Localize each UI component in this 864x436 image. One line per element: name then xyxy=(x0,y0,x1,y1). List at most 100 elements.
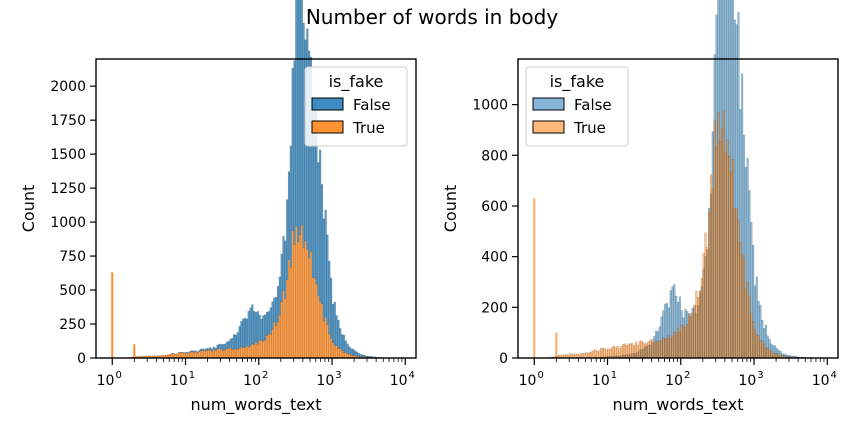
bar xyxy=(688,317,690,358)
bar xyxy=(218,349,220,358)
bar xyxy=(617,346,619,358)
bar xyxy=(717,112,719,358)
bar xyxy=(662,337,664,358)
y-tick-label: 200 xyxy=(481,300,508,316)
x-tick-label: 103 xyxy=(316,370,341,389)
bar xyxy=(701,278,703,358)
x-axis-label: num_words_text xyxy=(190,395,321,415)
bar xyxy=(321,184,323,304)
bar xyxy=(332,304,334,343)
bar xyxy=(727,140,729,358)
bar xyxy=(233,349,235,358)
bar xyxy=(705,233,707,358)
bar xyxy=(319,302,321,358)
y-tick-label: 1000 xyxy=(50,215,86,231)
bar xyxy=(182,353,184,358)
bar xyxy=(769,350,771,358)
bar xyxy=(692,314,694,358)
bar xyxy=(314,278,316,358)
bar xyxy=(316,284,318,358)
bar xyxy=(349,347,351,355)
bar xyxy=(264,315,266,340)
bar xyxy=(330,278,332,338)
bar xyxy=(714,121,716,358)
bar xyxy=(738,220,740,358)
bar xyxy=(224,344,226,350)
x-tick-exponent: 2 xyxy=(262,370,268,381)
x-tick-label: 102 xyxy=(243,370,268,389)
bar xyxy=(725,152,727,358)
bar xyxy=(336,315,338,345)
bar xyxy=(259,340,261,358)
y-tick-label: 1750 xyxy=(50,113,86,129)
bar xyxy=(653,343,655,358)
bar xyxy=(597,351,599,358)
bar xyxy=(668,336,670,358)
y-tick-label: 400 xyxy=(481,250,508,266)
bar xyxy=(211,349,213,352)
bar xyxy=(255,342,257,358)
bar xyxy=(292,231,294,358)
bar xyxy=(222,350,224,358)
bar xyxy=(240,347,242,358)
bar xyxy=(286,280,288,358)
bar xyxy=(303,23,305,248)
bar xyxy=(242,348,244,358)
bar xyxy=(209,350,211,358)
bar xyxy=(111,272,113,358)
bar xyxy=(255,312,257,342)
bar xyxy=(675,333,677,358)
bar xyxy=(288,172,290,260)
bar xyxy=(356,352,358,356)
bar xyxy=(297,0,299,242)
bar xyxy=(193,352,195,358)
bar xyxy=(237,332,239,349)
bar xyxy=(626,345,628,358)
bar xyxy=(631,343,633,358)
bar xyxy=(310,251,312,358)
bar xyxy=(628,344,630,358)
bar xyxy=(275,325,277,358)
bar xyxy=(266,336,268,358)
bar xyxy=(587,353,589,358)
bar xyxy=(734,208,736,358)
bar xyxy=(339,349,341,358)
x-tick-label: 103 xyxy=(738,370,763,389)
bar xyxy=(228,348,230,358)
y-tick-label: 800 xyxy=(481,148,508,164)
bar xyxy=(730,172,732,358)
bar xyxy=(754,330,756,358)
legend-label: True xyxy=(573,119,606,137)
bar xyxy=(613,346,615,358)
bar xyxy=(341,335,343,351)
bar xyxy=(239,349,241,358)
bar xyxy=(732,159,734,358)
bar xyxy=(763,344,765,358)
x-tick-label: 100 xyxy=(97,370,122,389)
legend-swatch xyxy=(312,121,343,133)
bar xyxy=(771,351,773,358)
legend-swatch xyxy=(312,98,343,110)
bar xyxy=(760,340,762,358)
bar xyxy=(582,353,584,358)
bar xyxy=(303,248,305,359)
bar xyxy=(615,347,617,358)
y-tick-label: 1000 xyxy=(472,98,508,114)
bar xyxy=(338,349,340,358)
bar xyxy=(224,350,226,358)
bar xyxy=(622,344,624,358)
bar xyxy=(275,297,277,325)
bar xyxy=(231,350,233,358)
bar xyxy=(242,319,244,348)
bar xyxy=(321,304,323,358)
bar xyxy=(305,241,307,358)
bar xyxy=(690,313,692,358)
bar xyxy=(706,247,708,358)
bar xyxy=(244,348,246,358)
bar xyxy=(602,348,604,358)
bar xyxy=(670,338,672,358)
x-tick-exponent: 4 xyxy=(831,370,837,381)
